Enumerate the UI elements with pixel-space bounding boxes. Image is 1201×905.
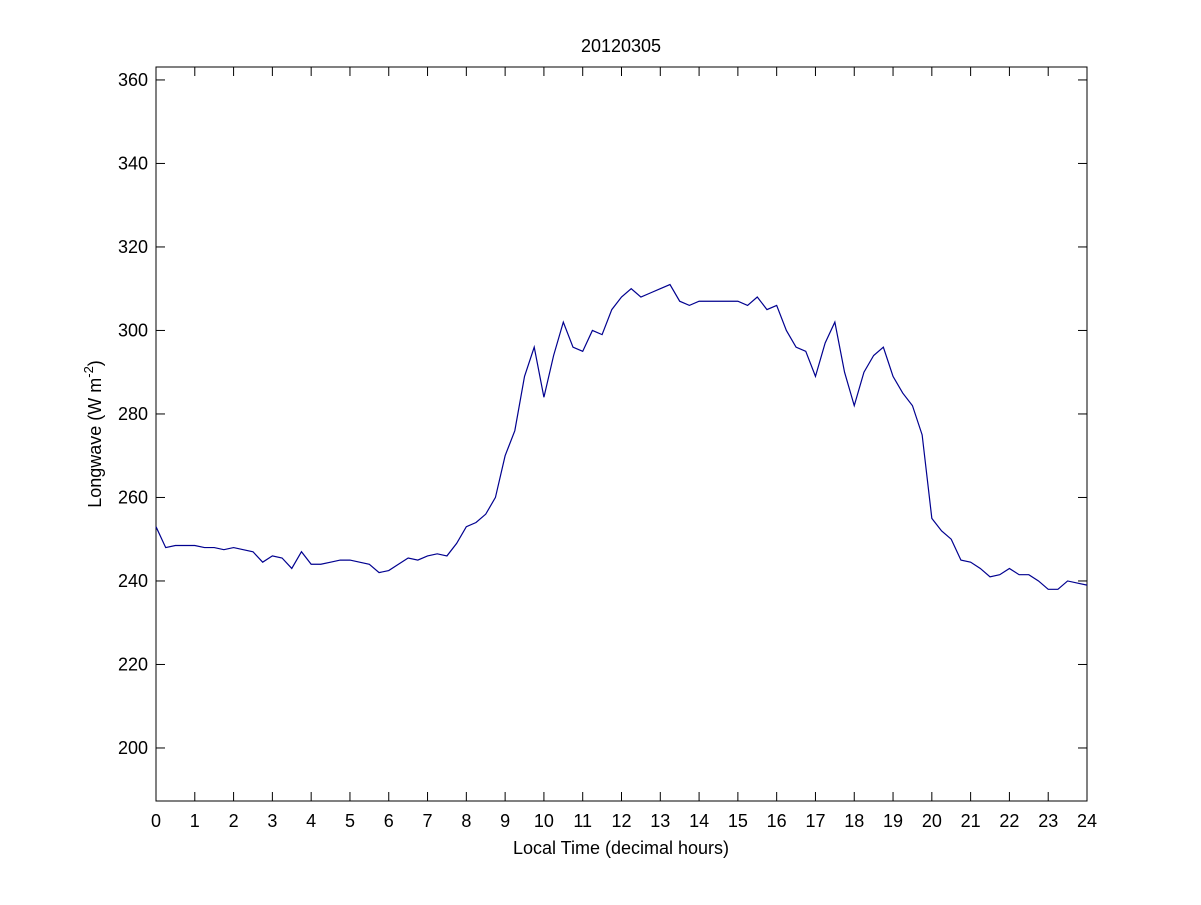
x-tick-label: 18 — [844, 811, 864, 831]
x-tick-label: 11 — [573, 811, 592, 831]
x-tick-label: 21 — [961, 811, 981, 831]
x-tick-label: 1 — [190, 811, 200, 831]
x-tick-label: 5 — [345, 811, 355, 831]
x-tick-label: 13 — [650, 811, 670, 831]
plot-frame — [155, 66, 1088, 802]
x-tick-label: 10 — [534, 811, 554, 831]
x-tick-label: 0 — [151, 811, 161, 831]
y-axis-label-end: ) — [85, 360, 105, 366]
data-line — [155, 283, 1088, 590]
y-tick-label: 340 — [118, 153, 148, 173]
x-tick-label: 9 — [500, 811, 510, 831]
x-tick-label: 12 — [611, 811, 631, 831]
chart-title: 20120305 — [581, 36, 661, 56]
x-tick-label: 15 — [728, 811, 748, 831]
y-tick-label: 220 — [118, 654, 148, 674]
x-tick-label: 2 — [229, 811, 239, 831]
x-tick-label: 7 — [423, 811, 433, 831]
y-tick-label: 320 — [118, 237, 148, 257]
x-tick-label: 14 — [689, 811, 709, 831]
x-tick-label: 17 — [805, 811, 825, 831]
x-tick-label: 4 — [306, 811, 316, 831]
y-tick-label: 200 — [118, 738, 148, 758]
y-tick-label: 280 — [118, 404, 148, 424]
x-tick-label: 8 — [461, 811, 471, 831]
y-tick-label: 300 — [118, 320, 148, 340]
x-tick-label: 6 — [384, 811, 394, 831]
y-tick-label: 260 — [118, 487, 148, 507]
x-axis-label: Local Time (decimal hours) — [513, 838, 729, 858]
x-tick-label: 3 — [267, 811, 277, 831]
x-tick-label: 22 — [999, 811, 1019, 831]
x-tick-label: 20 — [922, 811, 942, 831]
x-tick-label: 24 — [1077, 811, 1097, 831]
x-tick-label: 23 — [1038, 811, 1058, 831]
y-tick-label: 240 — [118, 571, 148, 591]
y-axis-label: Longwave (W m-2) — [81, 360, 105, 508]
y-axis-label-text: Longwave (W m — [85, 378, 105, 508]
x-tick-label: 16 — [767, 811, 787, 831]
y-tick-label: 360 — [118, 70, 148, 90]
y-axis-label-exponent: -2 — [81, 366, 96, 378]
x-tick-label: 19 — [883, 811, 903, 831]
